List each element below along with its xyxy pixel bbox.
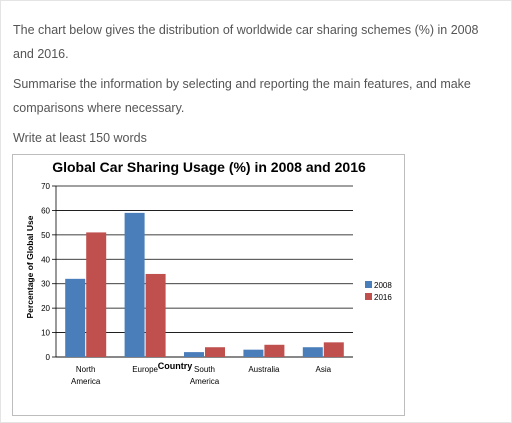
- category-label: South: [194, 365, 215, 374]
- bar-2008: [302, 347, 323, 357]
- bar-2016: [205, 347, 225, 357]
- y-tick-label: 0: [46, 353, 51, 362]
- y-axis-label: Percentage of Global Use: [25, 215, 35, 318]
- task-description: The chart below gives the distribution o…: [13, 23, 479, 61]
- word-count-requirement: Write at least 150 words: [13, 131, 147, 145]
- category-label: America: [71, 377, 101, 386]
- x-axis-label: Country: [158, 361, 193, 371]
- legend-label: 2008: [374, 281, 392, 290]
- bar-chart: Global Car Sharing Usage (%) in 2008 and…: [25, 159, 392, 386]
- y-tick-label: 70: [41, 182, 50, 191]
- bar-2008: [184, 352, 204, 357]
- chart-figure: Global Car Sharing Usage (%) in 2008 and…: [12, 154, 405, 416]
- chart-title: Global Car Sharing Usage (%) in 2008 and…: [52, 159, 366, 175]
- y-tick-label: 40: [41, 255, 50, 264]
- category-label: America: [190, 377, 220, 386]
- task-instructions: Summarise the information by selecting a…: [13, 77, 471, 115]
- category-label: Australia: [248, 365, 280, 374]
- category-label: North: [76, 365, 96, 374]
- legend-label: 2016: [374, 293, 392, 302]
- y-tick-label: 10: [41, 329, 50, 338]
- legend-swatch-2008: [365, 281, 372, 288]
- y-tick-label: 60: [41, 206, 50, 215]
- bar-2016: [264, 344, 285, 357]
- bar-2008: [243, 349, 264, 357]
- bar-2016: [145, 273, 166, 357]
- bar-2016: [86, 232, 107, 357]
- category-label: Asia: [316, 365, 332, 374]
- y-tick-label: 30: [41, 280, 50, 289]
- category-label: Europe: [132, 365, 158, 374]
- legend-swatch-2016: [365, 293, 372, 300]
- bar-2008: [124, 212, 145, 357]
- bar-2016: [323, 342, 344, 357]
- y-tick-label: 20: [41, 304, 50, 313]
- bar-2008: [65, 278, 86, 357]
- y-tick-label: 50: [41, 231, 50, 240]
